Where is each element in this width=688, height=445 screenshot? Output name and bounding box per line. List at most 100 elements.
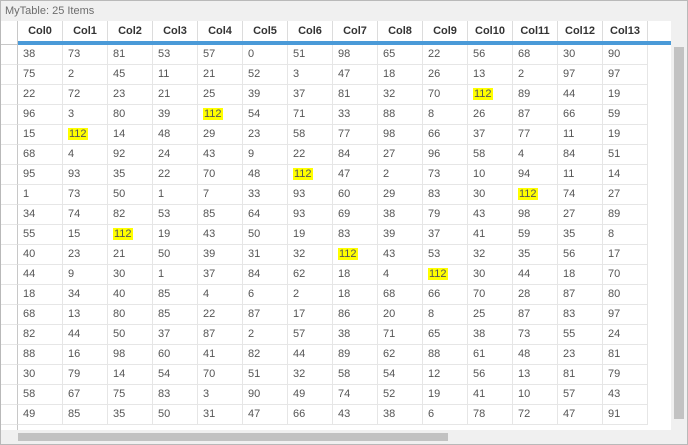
table-cell[interactable]: 84: [558, 145, 603, 165]
table-cell[interactable]: 70: [423, 85, 468, 105]
table-cell[interactable]: 70: [198, 365, 243, 385]
table-cell[interactable]: 31: [198, 405, 243, 425]
table-cell[interactable]: 80: [108, 105, 153, 125]
row-selector[interactable]: [1, 185, 18, 205]
table-cell[interactable]: 64: [243, 205, 288, 225]
table-cell[interactable]: 32: [378, 85, 423, 105]
table-cell[interactable]: 68: [18, 145, 63, 165]
table-cell[interactable]: 25: [468, 305, 513, 325]
table-cell[interactable]: 37: [288, 85, 333, 105]
table-row[interactable]: 82 44 50 37 87 2 57 38 71 65 38 73 55 24: [18, 325, 648, 345]
table-cell[interactable]: 4: [378, 265, 423, 285]
table-cell[interactable]: 73: [63, 185, 108, 205]
table-cell[interactable]: 4: [63, 145, 108, 165]
table-cell[interactable]: 8: [423, 105, 468, 125]
table-cell[interactable]: 27: [378, 145, 423, 165]
table-cell[interactable]: 13: [468, 65, 513, 85]
table-cell[interactable]: 43: [198, 225, 243, 245]
table-cell[interactable]: 81: [603, 345, 648, 365]
table-cell[interactable]: 3: [63, 105, 108, 125]
row-selector[interactable]: [1, 105, 18, 125]
table-cell[interactable]: 30: [108, 265, 153, 285]
table-cell[interactable]: 48: [153, 125, 198, 145]
table-cell[interactable]: 26: [468, 105, 513, 125]
table-cell[interactable]: 4: [198, 285, 243, 305]
table-cell[interactable]: 92: [108, 145, 153, 165]
grid-corner[interactable]: [1, 21, 18, 45]
table-cell[interactable]: 85: [153, 305, 198, 325]
table-cell[interactable]: 58: [288, 125, 333, 145]
table-cell[interactable]: 3: [288, 65, 333, 85]
table-cell[interactable]: 84: [333, 145, 378, 165]
table-cell[interactable]: 98: [513, 205, 558, 225]
table-cell[interactable]: 53: [153, 45, 198, 65]
table-cell[interactable]: 73: [63, 45, 108, 65]
table-cell[interactable]: 43: [198, 145, 243, 165]
table-cell[interactable]: 98: [108, 345, 153, 365]
table-cell[interactable]: 93: [288, 205, 333, 225]
table-cell[interactable]: 12: [423, 365, 468, 385]
table-cell[interactable]: 65: [378, 45, 423, 65]
table-cell[interactable]: 72: [63, 85, 108, 105]
table-cell[interactable]: 97: [603, 65, 648, 85]
table-cell[interactable]: 19: [603, 125, 648, 145]
table-cell[interactable]: 21: [198, 65, 243, 85]
table-cell[interactable]: 6: [423, 405, 468, 425]
table-cell[interactable]: 15: [18, 125, 63, 145]
table-cell[interactable]: 79: [63, 365, 108, 385]
table-cell[interactable]: 90: [603, 45, 648, 65]
table-cell[interactable]: 60: [153, 345, 198, 365]
table-cell[interactable]: 74: [558, 185, 603, 205]
table-cell[interactable]: 37: [468, 125, 513, 145]
table-row[interactable]: 15 112 14 48 29 23 58 77 98 66 37 77 11 19: [18, 125, 648, 145]
table-cell[interactable]: 95: [18, 165, 63, 185]
table-cell[interactable]: 38: [468, 325, 513, 345]
table-cell[interactable]: 21: [108, 245, 153, 265]
table-cell[interactable]: 24: [153, 145, 198, 165]
column-header-col10[interactable]: Col10: [468, 21, 513, 41]
row-selector[interactable]: [1, 85, 18, 105]
table-cell[interactable]: 97: [603, 305, 648, 325]
table-cell[interactable]: 54: [153, 365, 198, 385]
table-cell[interactable]: 98: [333, 45, 378, 65]
table-cell[interactable]: 83: [333, 225, 378, 245]
table-cell[interactable]: 27: [603, 185, 648, 205]
table-row[interactable]: 44 9 30 1 37 84 62 18 4 112 30 44 18 70: [18, 265, 648, 285]
table-cell[interactable]: 112: [513, 185, 558, 205]
column-header-col1[interactable]: Col1: [63, 21, 108, 41]
table-cell[interactable]: 56: [558, 245, 603, 265]
table-cell[interactable]: 10: [468, 165, 513, 185]
table-row[interactable]: 49 85 35 50 31 47 66 43 38 6 78 72 47 91: [18, 405, 648, 425]
table-cell[interactable]: 58: [333, 365, 378, 385]
table-cell[interactable]: 81: [558, 365, 603, 385]
table-cell[interactable]: 98: [378, 125, 423, 145]
table-cell[interactable]: 59: [603, 105, 648, 125]
table-cell[interactable]: 25: [198, 85, 243, 105]
table-cell[interactable]: 29: [198, 125, 243, 145]
table-cell[interactable]: 53: [153, 205, 198, 225]
row-selector[interactable]: [1, 365, 18, 385]
table-row[interactable]: 68 13 80 85 22 87 17 86 20 8 25 87 83 97: [18, 305, 648, 325]
row-selector[interactable]: [1, 265, 18, 285]
table-row[interactable]: 34 74 82 53 85 64 93 69 38 79 43 98 27 89: [18, 205, 648, 225]
table-cell[interactable]: 96: [18, 105, 63, 125]
table-cell[interactable]: 74: [333, 385, 378, 405]
table-row[interactable]: 30 79 14 54 70 51 32 58 54 12 56 13 81 79: [18, 365, 648, 385]
row-selector[interactable]: [1, 205, 18, 225]
table-cell[interactable]: 84: [243, 265, 288, 285]
table-cell[interactable]: 87: [243, 305, 288, 325]
row-selector[interactable]: [1, 325, 18, 345]
table-cell[interactable]: 11: [558, 125, 603, 145]
table-cell[interactable]: 40: [108, 285, 153, 305]
table-cell[interactable]: 35: [108, 165, 153, 185]
table-cell[interactable]: 44: [513, 265, 558, 285]
table-cell[interactable]: 13: [513, 365, 558, 385]
table-cell[interactable]: 83: [423, 185, 468, 205]
table-cell[interactable]: 13: [63, 305, 108, 325]
table-cell[interactable]: 49: [18, 405, 63, 425]
table-row[interactable]: 38 73 81 53 57 0 51 98 65 22 56 68 30 90: [18, 45, 648, 65]
table-cell[interactable]: 47: [243, 405, 288, 425]
table-cell[interactable]: 44: [288, 345, 333, 365]
row-selector[interactable]: [1, 145, 18, 165]
table-cell[interactable]: 60: [333, 185, 378, 205]
